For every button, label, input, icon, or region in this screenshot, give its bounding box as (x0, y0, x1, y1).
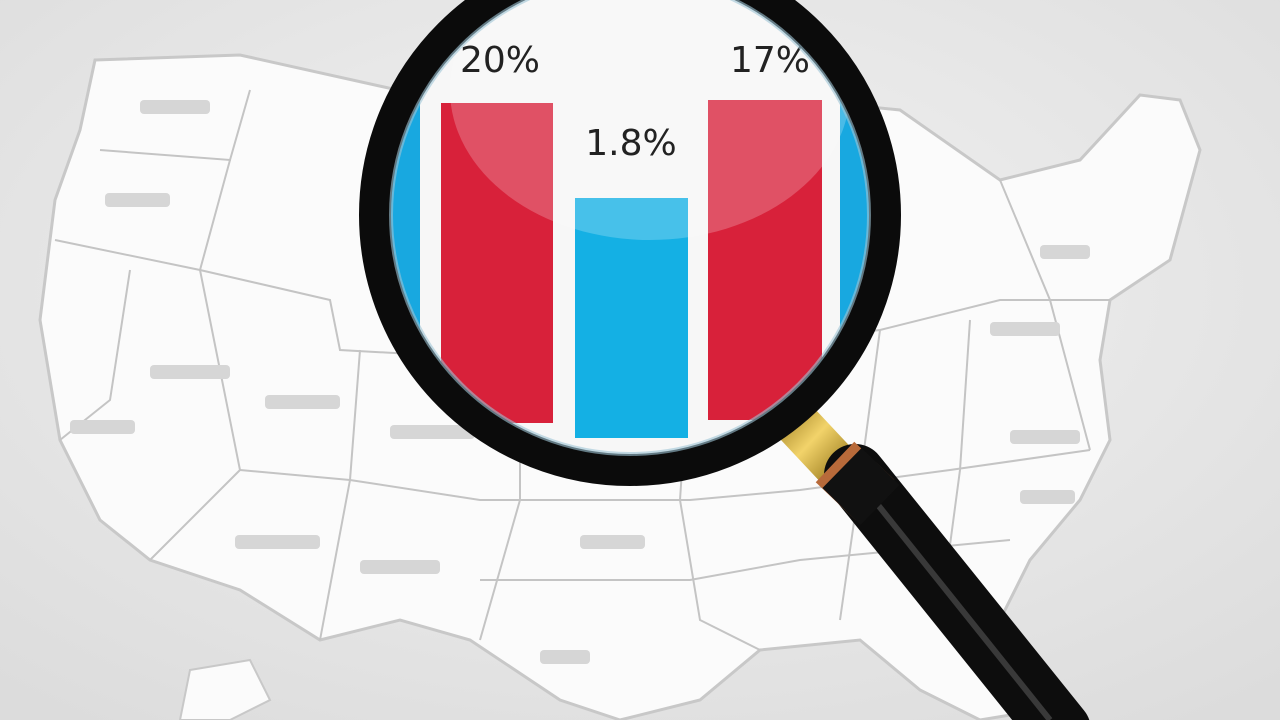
lens-view: 20% 1.8% 17% (390, 0, 870, 455)
state-label (540, 650, 590, 664)
magnifier-handle (758, 384, 1090, 720)
state-label (1040, 245, 1090, 259)
handle-ring-dark (822, 447, 900, 526)
lens-edge (389, 0, 871, 456)
state-label (1020, 490, 1075, 504)
state-label (105, 193, 170, 207)
state-label (140, 100, 210, 114)
handle-highlight (847, 468, 1053, 720)
state-label (150, 365, 230, 379)
value-label: 1.8% (585, 123, 676, 164)
state-label (1010, 430, 1080, 444)
state-label (70, 420, 135, 434)
lens-glare (450, 0, 850, 240)
alaska (178, 658, 272, 720)
bar (575, 198, 688, 438)
state-border (319, 349, 361, 641)
state-label (990, 322, 1060, 336)
state-label (360, 560, 440, 574)
bar (441, 103, 553, 423)
bar (708, 100, 822, 420)
state-label (265, 395, 340, 409)
state-label (390, 425, 475, 439)
value-label: 20% (460, 40, 540, 81)
lens-rim (359, 0, 901, 486)
state-label (235, 535, 320, 549)
state-label (580, 535, 645, 549)
state-border (999, 179, 1091, 451)
value-label: 17% (730, 40, 810, 81)
